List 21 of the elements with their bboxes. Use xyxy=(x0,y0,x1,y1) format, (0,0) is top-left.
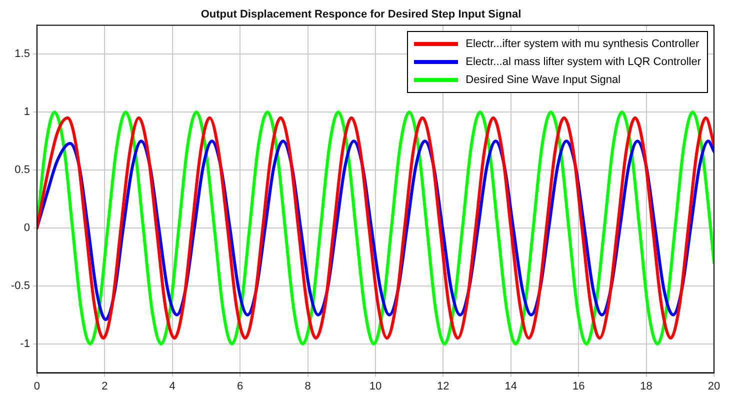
x-tick-label: 4 xyxy=(169,380,176,392)
x-tick-label: 18 xyxy=(640,380,652,392)
x-tick-label: 12 xyxy=(437,380,450,392)
x-tick-label: 16 xyxy=(572,380,585,392)
y-tick-label: 1.5 xyxy=(14,48,30,60)
legend-label: Desired Sine Wave Input Signal xyxy=(466,74,621,86)
x-tick-label: 0 xyxy=(34,380,40,392)
y-tick-label: -1 xyxy=(20,338,30,350)
y-tick-label: 1 xyxy=(24,106,30,118)
x-tick-label: 10 xyxy=(369,380,382,392)
chart-title: Output Displacement Responce for Desired Step Input Signal xyxy=(200,8,522,21)
x-tick-label: 6 xyxy=(237,380,244,392)
x-tick-label: 2 xyxy=(102,380,108,392)
x-tick-label: 8 xyxy=(304,380,311,392)
x-tick-label: 20 xyxy=(708,380,720,392)
legend-label: Electr...ifter system with mu synthesis Controller xyxy=(466,38,700,50)
y-tick-label: -0.5 xyxy=(10,280,30,292)
legend-label: Electr...al mass lifter system with LQR Controller xyxy=(466,56,701,68)
y-tick-label: 0 xyxy=(24,222,30,234)
x-tick-label: 14 xyxy=(504,380,518,392)
y-tick-label: 0.5 xyxy=(14,164,30,176)
